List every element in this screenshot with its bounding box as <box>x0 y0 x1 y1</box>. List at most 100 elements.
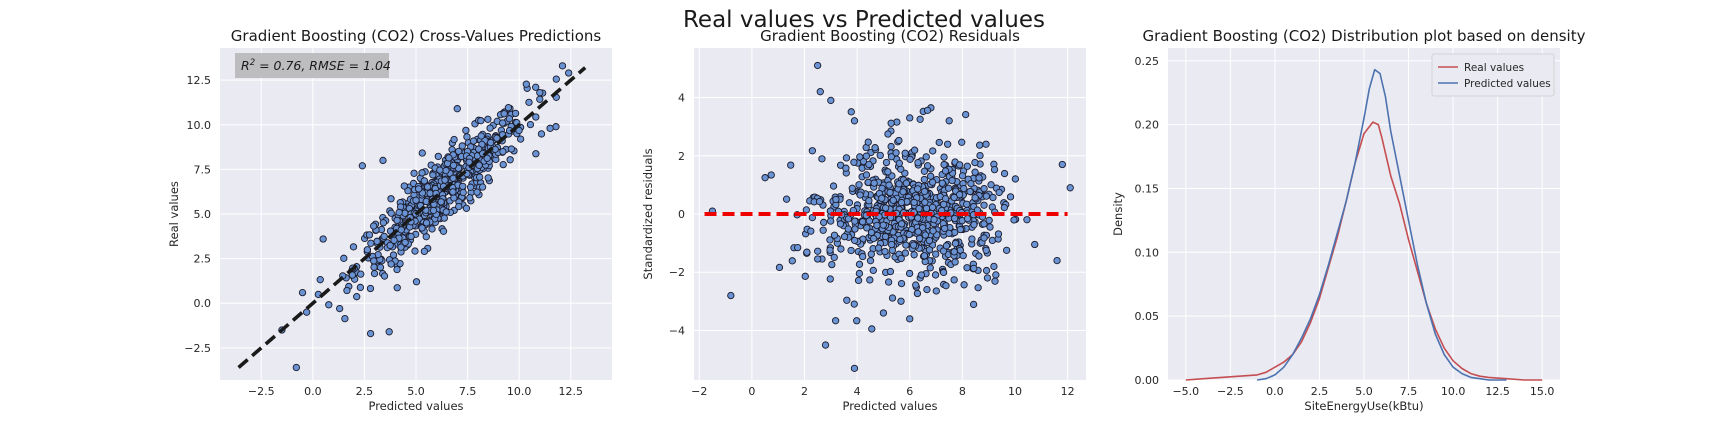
data-point <box>850 300 858 308</box>
data-point <box>921 198 929 206</box>
data-point <box>944 184 953 192</box>
data-point <box>434 152 442 161</box>
y-tick-label: 0.05 <box>1135 310 1160 323</box>
data-point <box>826 246 834 254</box>
data-point <box>370 269 379 278</box>
legend-frame <box>1431 53 1555 97</box>
data-point <box>974 284 982 292</box>
data-point <box>826 236 834 244</box>
data-point <box>910 146 919 154</box>
data-point <box>484 115 492 123</box>
data-point <box>387 209 395 217</box>
data-point <box>922 153 930 161</box>
data-point <box>986 223 994 231</box>
data-point <box>980 220 988 228</box>
data-point <box>552 75 560 83</box>
data-point <box>500 110 508 118</box>
data-point <box>418 169 426 177</box>
x-tick-label: 12.5 <box>1485 385 1510 398</box>
y-tick-label: 0 <box>678 208 685 221</box>
data-point <box>828 260 836 269</box>
data-point <box>916 115 924 123</box>
data-point <box>558 62 567 70</box>
data-point <box>466 183 475 191</box>
data-point <box>794 243 802 252</box>
data-point <box>353 293 361 301</box>
data-point <box>842 164 850 172</box>
data-point <box>385 328 393 336</box>
identity-line <box>237 66 587 369</box>
data-point <box>532 83 540 91</box>
data-point <box>985 216 993 225</box>
data-point <box>882 158 891 167</box>
data-point <box>884 278 893 286</box>
data-point <box>847 108 855 116</box>
data-point <box>478 183 487 191</box>
figure-suptitle: Real values vs Predicted values <box>683 7 1045 33</box>
data-point <box>951 214 959 223</box>
data-point <box>466 194 474 202</box>
x-tick-label: 0 <box>748 385 755 398</box>
y-tick-label: 12.5 <box>187 74 212 87</box>
data-point <box>914 185 922 193</box>
data-point <box>970 221 978 229</box>
data-point <box>982 246 990 254</box>
data-point <box>499 119 507 127</box>
x-tick-label: −2 <box>691 385 707 398</box>
data-point <box>887 119 895 127</box>
data-point <box>920 167 929 175</box>
data-point <box>815 197 824 206</box>
data-point <box>939 268 948 277</box>
data-point <box>895 159 904 167</box>
data-point <box>915 234 924 243</box>
data-point <box>884 168 892 176</box>
x-tick-label: 4 <box>854 385 861 398</box>
data-point <box>761 174 769 182</box>
data-point <box>897 279 906 288</box>
data-point <box>966 187 974 196</box>
data-point <box>992 271 1000 279</box>
data-point <box>910 198 918 207</box>
data-point <box>370 263 378 271</box>
data-point <box>899 188 907 196</box>
data-point <box>465 158 473 166</box>
y-tick-label: −2 <box>669 266 685 279</box>
data-point <box>942 282 950 290</box>
data-point <box>851 225 859 233</box>
data-point <box>450 135 458 144</box>
data-point <box>358 162 367 170</box>
data-point <box>941 224 949 233</box>
data-point <box>319 235 327 243</box>
data-point <box>803 248 811 256</box>
x-axis-label: Predicted values <box>368 399 463 413</box>
data-point <box>995 188 1003 197</box>
metrics-box <box>235 53 389 78</box>
data-point <box>931 271 940 279</box>
data-point <box>873 221 881 230</box>
data-point <box>945 117 953 125</box>
x-axis-label: SiteEnergyUse(kBtu) <box>1304 399 1423 413</box>
y-tick-label: 0.15 <box>1135 182 1160 195</box>
data-point <box>400 182 408 190</box>
density-line-predicted <box>1256 68 1507 381</box>
data-point <box>963 264 971 272</box>
data-point <box>886 267 895 276</box>
data-point <box>881 232 890 241</box>
data-point <box>925 236 934 245</box>
data-point <box>356 283 365 292</box>
data-point <box>424 183 432 191</box>
data-point <box>449 174 457 182</box>
data-point <box>827 96 835 105</box>
data-point <box>442 208 450 216</box>
scatter-points <box>708 61 1074 373</box>
data-point <box>840 233 849 241</box>
data-point <box>836 220 845 228</box>
data-point <box>814 247 822 255</box>
x-tick-label: 10 <box>1008 385 1022 398</box>
data-point <box>422 219 431 227</box>
data-point <box>463 133 471 141</box>
chart-panel-2: −2 0 2 4 6 8 10 12 −4 −2 0 2 4 Gradient Boosting (CO2… <box>641 27 1086 413</box>
data-point <box>292 363 300 372</box>
data-point <box>477 117 485 125</box>
data-point <box>897 198 906 207</box>
